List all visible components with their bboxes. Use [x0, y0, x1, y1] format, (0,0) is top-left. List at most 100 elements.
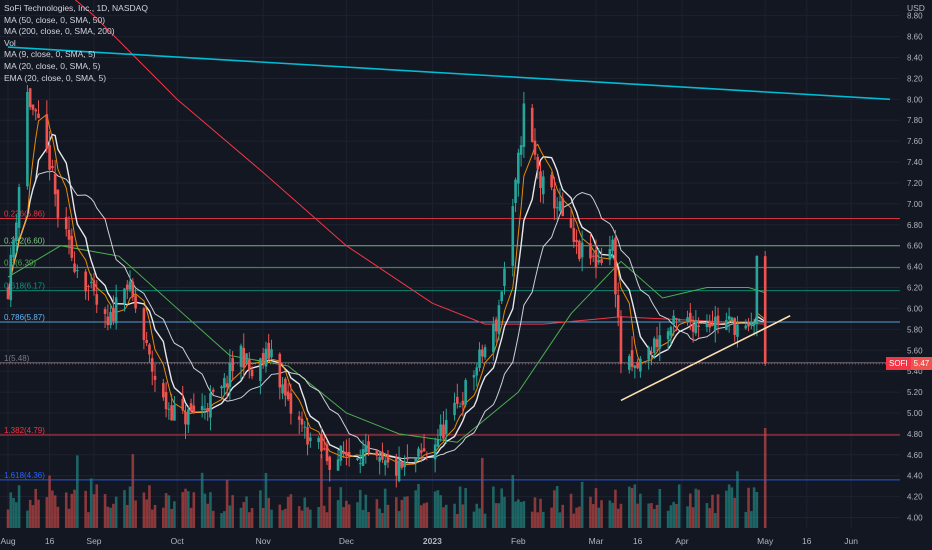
legend-item[interactable]: Vol — [4, 37, 16, 48]
candle — [95, 294, 99, 305]
volume-bar — [367, 511, 370, 528]
candle — [228, 363, 232, 387]
candle — [381, 451, 384, 460]
volume-bar — [730, 487, 734, 528]
legend: SoFi Technologies, Inc., 1D, NASDAQ MA (… — [4, 3, 148, 84]
volume-bar — [320, 454, 323, 528]
volume-bar — [386, 504, 390, 528]
legend-item[interactable]: MA (50, close, 0, SMA, 50) — [4, 14, 106, 25]
candle — [358, 463, 362, 465]
volume-bar — [173, 501, 176, 528]
y-tick-label: 8.60 — [907, 33, 923, 42]
candle — [686, 317, 689, 322]
candle — [153, 375, 157, 380]
candle — [37, 113, 40, 119]
x-tick-label: Mar — [589, 536, 604, 546]
volume-bar — [125, 504, 129, 528]
volume-bar — [633, 484, 637, 528]
candle — [672, 315, 675, 325]
candle — [594, 249, 598, 268]
candle — [150, 358, 154, 372]
volume-bar — [261, 507, 265, 528]
candle — [76, 270, 79, 272]
candle — [84, 271, 87, 292]
volume-bar — [616, 508, 620, 528]
volume-bar — [580, 481, 584, 528]
volume-bar — [464, 488, 467, 528]
candle — [386, 454, 390, 463]
candle — [464, 380, 467, 405]
candle — [225, 383, 229, 388]
volume-bar — [45, 497, 49, 528]
candle — [15, 222, 18, 241]
volume-bar — [361, 509, 365, 528]
volume-bar — [306, 507, 309, 528]
candle — [278, 353, 282, 388]
volume-bar — [461, 504, 465, 528]
volume-bar — [597, 507, 601, 528]
candle — [575, 239, 578, 243]
candle — [694, 320, 698, 334]
y-tick-label: 4.00 — [907, 514, 923, 523]
candle — [747, 321, 750, 327]
volume-bar — [145, 499, 148, 528]
volume-bar — [569, 493, 573, 528]
legend-item[interactable]: EMA (20, close, 0, SMA, 5) — [4, 72, 107, 83]
candle — [297, 416, 301, 420]
volume-bar — [267, 497, 271, 528]
volume-bar — [647, 503, 650, 528]
legend-item[interactable]: MA (9, close, 0, SMA, 5) — [4, 49, 96, 60]
volume-bar — [131, 454, 135, 528]
candle — [630, 350, 634, 367]
candle — [675, 318, 678, 320]
volume-bar — [109, 507, 112, 528]
candle — [134, 295, 137, 309]
x-tick-label: Feb — [511, 536, 526, 546]
volume-bar — [209, 492, 212, 528]
moving-average-line — [7, 133, 766, 464]
volume-bar — [162, 507, 165, 528]
y-tick-label: 6.60 — [907, 242, 923, 251]
y-tick-label: 4.60 — [907, 451, 923, 460]
candle — [572, 227, 576, 242]
moving-average-line — [7, 170, 766, 459]
volume-bar — [84, 490, 87, 528]
volume-bar — [128, 486, 132, 528]
candle — [433, 444, 437, 460]
volume-bar — [64, 492, 68, 528]
volume-bar — [433, 491, 437, 528]
volume-bar — [228, 505, 232, 528]
moving-average-line — [74, 0, 766, 325]
x-tick-label: Apr — [675, 536, 688, 546]
volume-bar — [375, 499, 379, 528]
candle — [131, 281, 135, 298]
candle — [309, 437, 312, 442]
candle — [530, 107, 534, 142]
volume-bar — [480, 457, 484, 528]
volume-bar — [303, 497, 307, 528]
candle — [73, 263, 76, 272]
volume-bar — [206, 503, 209, 528]
candle — [578, 240, 581, 259]
volume-bar — [725, 490, 728, 528]
candle — [517, 152, 520, 184]
candle — [209, 393, 212, 418]
candle — [250, 369, 254, 377]
legend-item[interactable]: MA (200, close, 0, SMA, 200) — [4, 26, 115, 37]
x-tick-label: 16 — [45, 536, 55, 546]
candle — [167, 408, 171, 410]
x-tick-label: 2023 — [423, 536, 442, 546]
candle — [286, 391, 290, 400]
volume-bar — [48, 475, 51, 528]
fib-level-label: 1.382(4.79) — [4, 426, 45, 435]
volume-bar — [763, 428, 767, 528]
fib-level-label: 1.618(4.36) — [4, 471, 45, 480]
currency-label: USD — [907, 3, 925, 13]
volume-bar — [752, 487, 756, 528]
volume-bar — [12, 497, 15, 528]
legend-item[interactable]: MA (20, close, 0, SMA, 5) — [4, 60, 101, 71]
candle — [106, 316, 110, 325]
volume-bar — [248, 512, 251, 528]
candle — [666, 331, 670, 340]
